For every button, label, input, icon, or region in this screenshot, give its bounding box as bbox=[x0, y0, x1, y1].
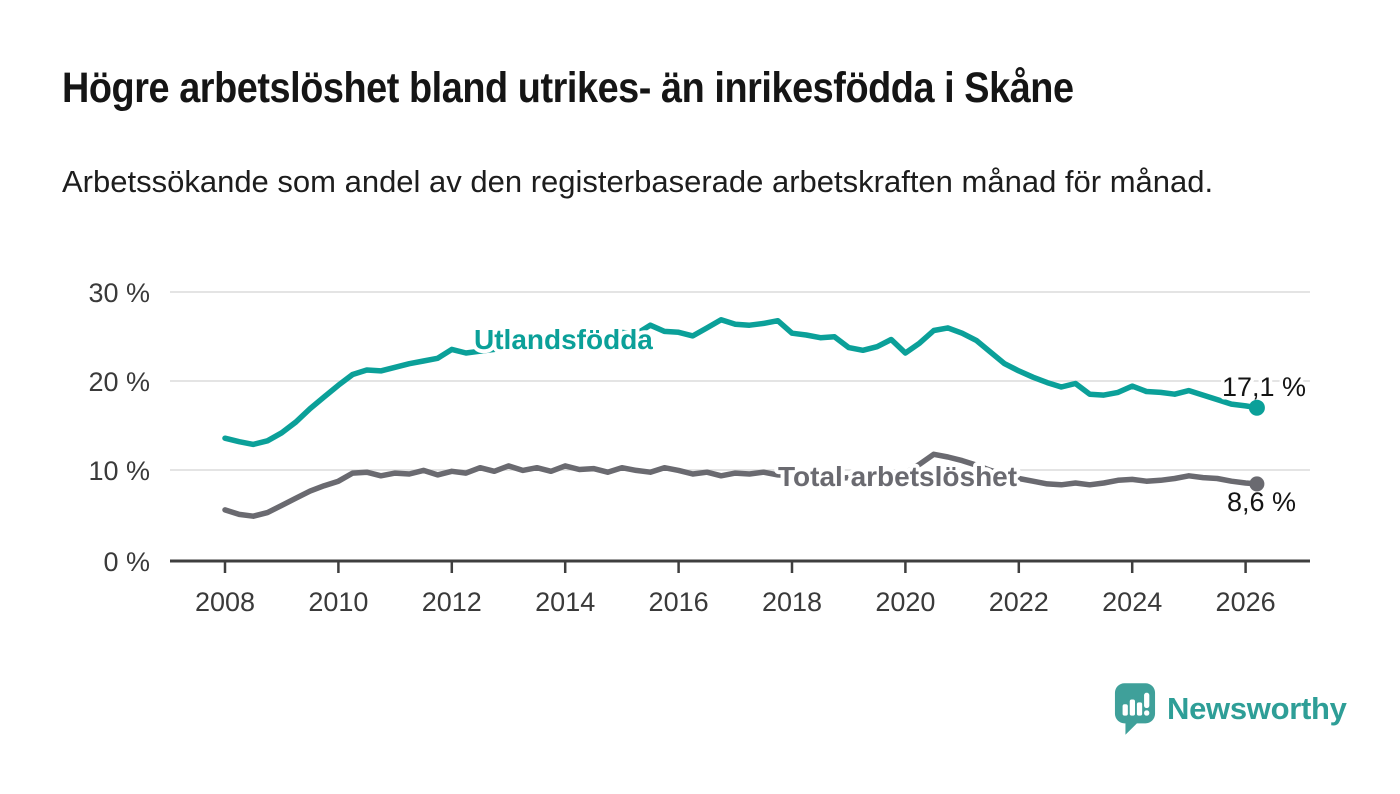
newsworthy-bubble-chart-icon bbox=[1114, 683, 1156, 735]
x-tick-label: 2020 bbox=[875, 587, 935, 617]
y-tick-label: 30 % bbox=[88, 278, 150, 308]
bar-chart-glyph bbox=[1122, 692, 1150, 716]
x-axis-ticks bbox=[223, 561, 1247, 573]
end-dot-utlandsfodda bbox=[1248, 399, 1265, 416]
x-tick-label: 2012 bbox=[422, 587, 482, 617]
line-utlandsfodda bbox=[222, 317, 1260, 448]
brand-name: Newsworthy bbox=[1167, 691, 1347, 726]
x-axis-labels: 2008 2010 2012 2014 2016 2018 2020 2022 … bbox=[195, 587, 1276, 617]
x-tick-label: 2008 bbox=[195, 587, 255, 617]
x-tick-label: 2018 bbox=[762, 587, 822, 617]
page-title: Högre arbetslöshet bland utrikes- än inr… bbox=[62, 64, 1074, 112]
line-total-arbetsloshet bbox=[222, 451, 1260, 519]
end-value-utlandsfodda: 17,1 % bbox=[1222, 372, 1306, 402]
x-tick-label: 2024 bbox=[1102, 587, 1162, 617]
series-label-utlandsfodda: Utlandsfödda bbox=[474, 324, 653, 355]
end-value-total: 8,6 % bbox=[1227, 487, 1296, 517]
chart-subtitle: Arbetssökande som andel av den registerb… bbox=[62, 164, 1214, 199]
x-tick-label: 2010 bbox=[308, 587, 368, 617]
y-tick-label: 10 % bbox=[88, 456, 150, 486]
exclamation-dot bbox=[1144, 710, 1150, 716]
x-tick-label: 2022 bbox=[989, 587, 1049, 617]
y-tick-label: 20 % bbox=[88, 367, 150, 397]
x-tick-label: 2014 bbox=[535, 587, 595, 617]
series-label-total-arbetsloshet: Total arbetslöshet bbox=[778, 461, 1017, 492]
y-axis-labels: 30 % 20 % 10 % 0 % bbox=[88, 278, 150, 577]
exclamation-bar bbox=[1144, 692, 1150, 709]
x-tick-label: 2016 bbox=[649, 587, 709, 617]
end-dot-total bbox=[1249, 476, 1265, 492]
y-tick-label: 0 % bbox=[103, 547, 150, 577]
x-tick-label: 2026 bbox=[1216, 587, 1276, 617]
brand-logo: Newsworthy bbox=[1114, 682, 1347, 736]
